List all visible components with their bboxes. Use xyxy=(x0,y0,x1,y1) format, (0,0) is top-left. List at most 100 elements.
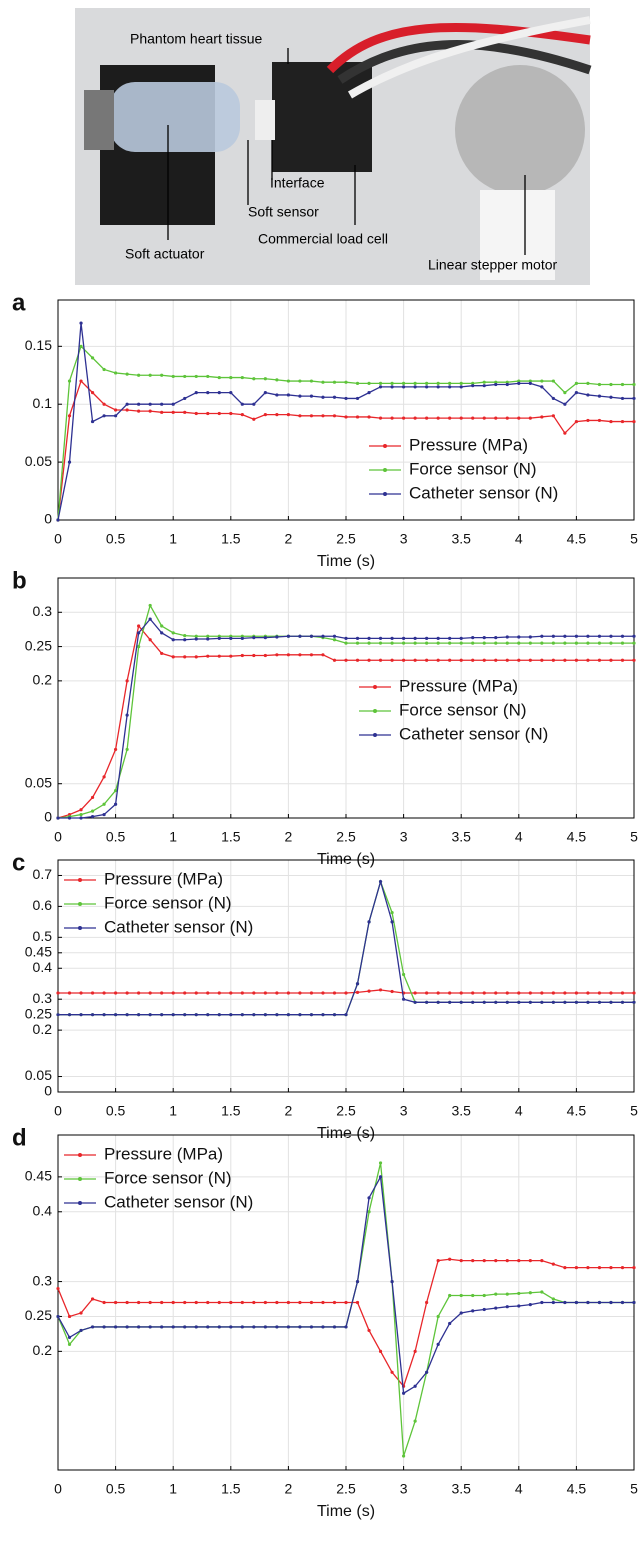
data-point xyxy=(448,1293,452,1298)
data-point xyxy=(609,634,613,638)
data-point xyxy=(217,1325,221,1329)
data-point xyxy=(390,920,394,924)
data-point xyxy=(309,634,314,638)
data-point xyxy=(148,1325,152,1329)
legend-marker xyxy=(78,902,82,906)
data-point xyxy=(620,419,625,424)
data-point xyxy=(448,1000,452,1004)
legend-label: Pressure (MPa) xyxy=(104,1144,223,1163)
data-point xyxy=(286,379,290,383)
legend-label: Pressure (MPa) xyxy=(409,435,528,454)
data-point xyxy=(194,637,198,641)
x-tick-label: 3 xyxy=(400,1103,408,1119)
photo-label: Linear stepper motor xyxy=(428,257,558,273)
y-tick-label: 0.25 xyxy=(25,1307,52,1323)
data-point xyxy=(620,991,625,995)
data-point xyxy=(494,658,498,662)
x-tick-label: 4.5 xyxy=(567,829,587,845)
data-point xyxy=(448,641,452,645)
photo: Phantom heart tissue Interface Soft sens… xyxy=(75,8,592,285)
y-tick-label: 0.15 xyxy=(25,337,52,353)
data-point xyxy=(148,991,152,995)
data-point xyxy=(574,991,579,995)
data-point xyxy=(597,1300,602,1305)
data-point xyxy=(275,1300,279,1305)
data-point xyxy=(309,653,314,657)
photo-label: Interface xyxy=(270,175,325,191)
y-tick-label: 0.05 xyxy=(25,453,52,469)
data-point xyxy=(137,644,141,649)
y-tick-label: 0.25 xyxy=(25,1005,52,1021)
data-point xyxy=(563,658,567,662)
data-point xyxy=(148,1013,152,1017)
data-point xyxy=(402,1454,406,1458)
data-point xyxy=(459,385,463,389)
data-point xyxy=(517,658,521,662)
x-tick-label: 3.5 xyxy=(451,1103,471,1119)
data-point xyxy=(540,379,544,383)
data-point xyxy=(194,374,198,379)
data-point xyxy=(367,636,371,640)
data-point xyxy=(413,1000,417,1004)
data-point xyxy=(597,991,602,995)
data-point xyxy=(125,408,129,412)
data-point xyxy=(125,402,129,406)
data-point xyxy=(448,416,452,420)
data-point xyxy=(425,381,429,385)
x-tick-label: 1 xyxy=(169,1481,177,1497)
data-point xyxy=(114,1013,118,1017)
data-point xyxy=(528,379,532,383)
data-point xyxy=(459,1293,463,1298)
data-point xyxy=(252,417,256,421)
data-point xyxy=(171,631,175,635)
data-point xyxy=(413,658,417,662)
y-tick-label: 0.2 xyxy=(33,672,53,688)
data-point xyxy=(206,991,210,995)
data-point xyxy=(367,415,371,419)
data-point xyxy=(332,395,337,399)
data-point xyxy=(563,391,567,395)
x-tick-label: 3.5 xyxy=(451,1481,471,1497)
data-point xyxy=(436,1342,440,1346)
data-point xyxy=(90,1013,95,1017)
data-point xyxy=(137,373,141,377)
data-point xyxy=(517,1259,521,1263)
data-point xyxy=(206,411,210,416)
data-point xyxy=(102,1013,106,1017)
data-point xyxy=(194,1300,198,1305)
data-point xyxy=(517,641,521,645)
y-tick-label: 0.3 xyxy=(33,1272,53,1288)
data-point xyxy=(102,1325,106,1329)
data-point xyxy=(540,1290,544,1294)
data-point xyxy=(114,408,118,412)
panel-label: b xyxy=(12,567,27,594)
data-point xyxy=(632,419,636,424)
x-tick-label: 0.5 xyxy=(106,829,126,845)
data-point xyxy=(90,1325,95,1329)
data-point xyxy=(79,812,83,817)
y-tick-label: 0.1 xyxy=(33,395,53,411)
data-point xyxy=(436,1000,440,1004)
data-point xyxy=(263,377,267,381)
data-point xyxy=(586,658,590,662)
data-point xyxy=(217,1300,221,1305)
y-tick-label: 0.3 xyxy=(33,990,53,1006)
x-tick-label: 0 xyxy=(54,1481,62,1497)
data-point xyxy=(632,991,636,995)
y-tick-label: 0 xyxy=(44,809,52,825)
data-point xyxy=(309,991,314,995)
data-point xyxy=(125,679,129,683)
data-point xyxy=(183,991,187,995)
data-point xyxy=(436,636,440,640)
data-point xyxy=(367,1210,371,1214)
data-point xyxy=(563,1000,567,1004)
data-point xyxy=(355,990,360,994)
y-tick-label: 0.2 xyxy=(33,1021,53,1037)
data-point xyxy=(148,603,152,608)
data-point xyxy=(378,1161,383,1165)
legend-label: Catheter sensor (N) xyxy=(104,917,253,936)
data-point xyxy=(263,1325,267,1329)
data-point xyxy=(171,1325,175,1329)
data-point xyxy=(171,1013,175,1017)
data-point xyxy=(620,396,625,401)
